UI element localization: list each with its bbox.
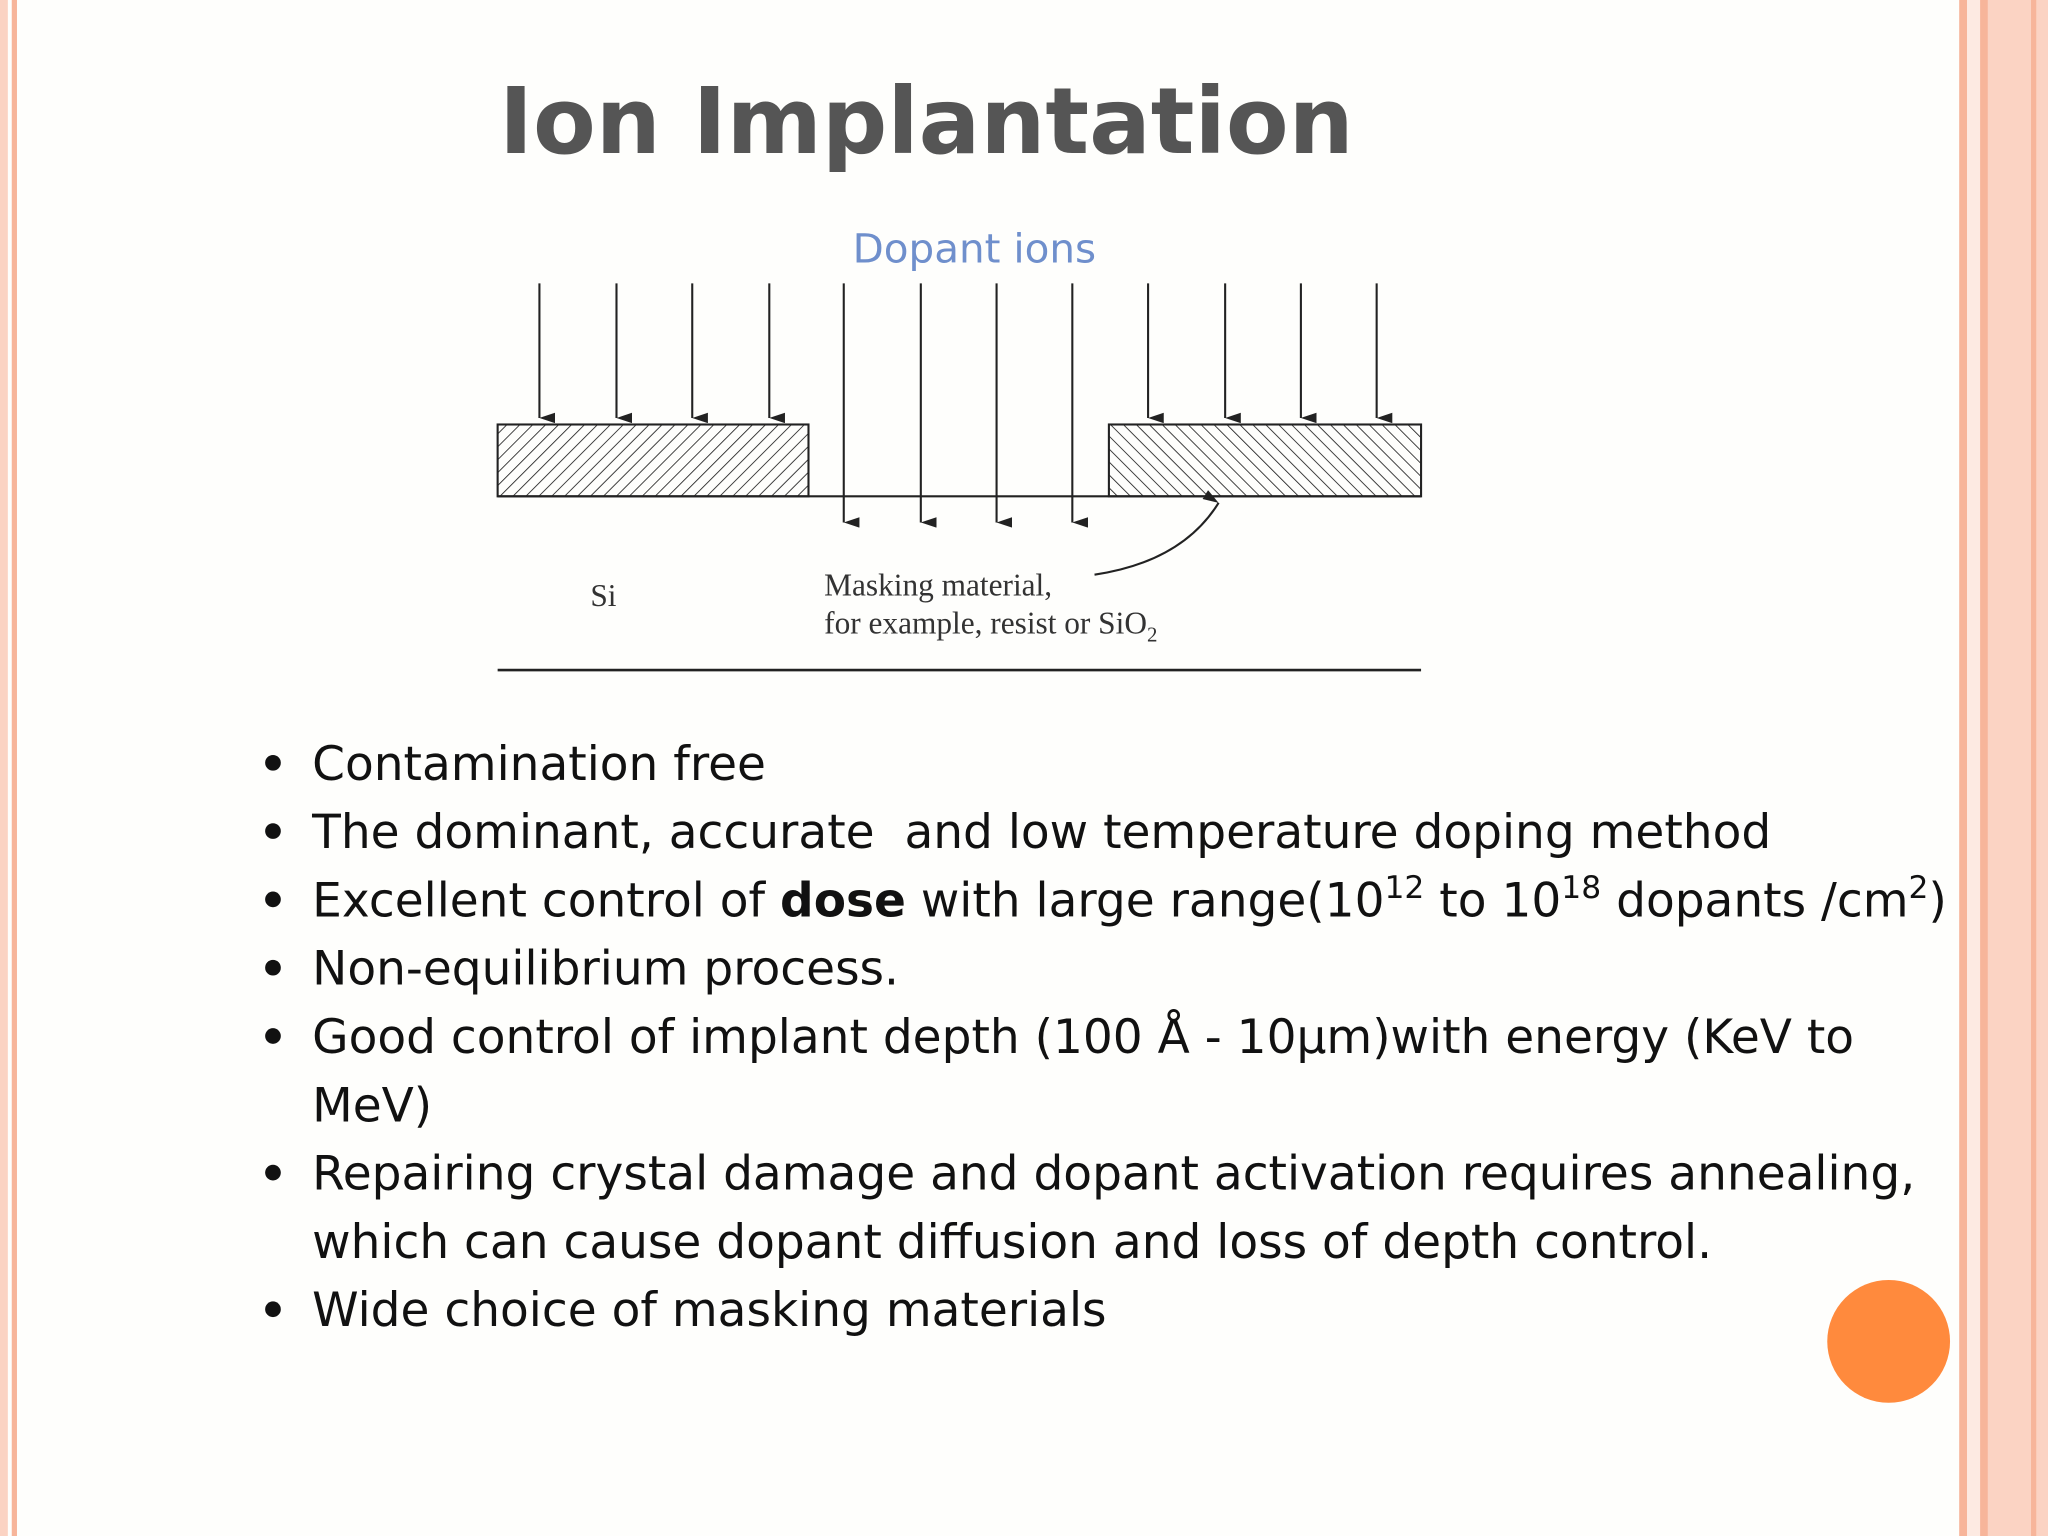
bullet-dot: [265, 754, 281, 771]
mask-label: for example, resist or SiO2: [824, 605, 1157, 646]
border-stripe: [1987, 0, 2048, 1536]
text-run: which can cause dopant diffusion and los…: [312, 1215, 1712, 1270]
border-stripe: [11, 0, 17, 1536]
bullet-text: Excellent control of dose with large ran…: [312, 870, 1947, 928]
text-run: Repairing crystal damage and dopant acti…: [312, 1147, 1915, 1202]
superscript: 12: [1384, 870, 1424, 906]
bullet-dot: [265, 1164, 281, 1181]
text-run: ): [1928, 873, 1946, 928]
mask-label-text: for example, resist or SiO: [824, 605, 1147, 640]
bullet-dot: [265, 1028, 281, 1044]
substrate-label: Si: [590, 578, 616, 613]
pointer-arrow: [1094, 490, 1220, 576]
mask-left: [496, 423, 810, 498]
text-run: MeV): [312, 1078, 432, 1133]
text-run: Excellent control of: [312, 873, 780, 928]
bullet-text: Contamination free: [312, 737, 766, 792]
bullet-text: The dominant, accurate and low temperatu…: [311, 805, 1771, 860]
decor-circle: [1827, 1280, 1951, 1403]
slide-title: Ion Implantation: [499, 68, 1354, 175]
bullet-dot: [265, 1301, 281, 1318]
bullet-dot: [265, 891, 281, 908]
text-run: Good control of implant depth (100 Å - 1…: [312, 1010, 1854, 1065]
bullet-text: Wide choice of masking materials: [312, 1283, 1106, 1338]
mask-label-subscript: 2: [1147, 622, 1157, 646]
superscript: 2: [1909, 870, 1929, 906]
text-run: to 10: [1424, 873, 1561, 928]
text-run: The dominant, accurate and low temperatu…: [311, 805, 1771, 860]
bullet-text: which can cause dopant diffusion and los…: [312, 1215, 1712, 1270]
bullet-dot: [265, 959, 281, 976]
border-stripe: [1967, 0, 1981, 1536]
text-run: Non-equilibrium process.: [312, 942, 899, 997]
text-run: dose: [780, 873, 906, 928]
text-run: with large range(10: [906, 873, 1385, 928]
border-stripe: [0, 0, 8, 1536]
bullet-list: Contamination free The dominant, accurate…: [265, 737, 1947, 1338]
ions-label: Dopant ions: [853, 225, 1097, 273]
bullet-text: Repairing crystal damage and dopant acti…: [312, 1147, 1915, 1202]
bullet-text: Non-equilibrium process.: [312, 942, 899, 997]
bullet-text: MeV): [312, 1078, 432, 1133]
text-run: Contamination free: [312, 737, 766, 792]
border-stripe: [1959, 0, 1968, 1536]
superscript: 18: [1561, 870, 1601, 906]
bullet-dot: [265, 823, 281, 839]
border-stripe: [2031, 0, 2037, 1536]
border-stripe: [1980, 0, 1988, 1536]
mask-label: Masking material,: [824, 568, 1052, 603]
diagram: Dopant ions Si Masking material, for exa…: [496, 225, 1423, 672]
text-run: Wide choice of masking materials: [312, 1283, 1106, 1338]
bullet-text: Good control of implant depth (100 Å - 1…: [312, 1010, 1854, 1065]
mask-right: [1107, 423, 1423, 498]
text-run: dopants /cm: [1601, 873, 1908, 928]
ion-arrows: [538, 283, 1393, 528]
